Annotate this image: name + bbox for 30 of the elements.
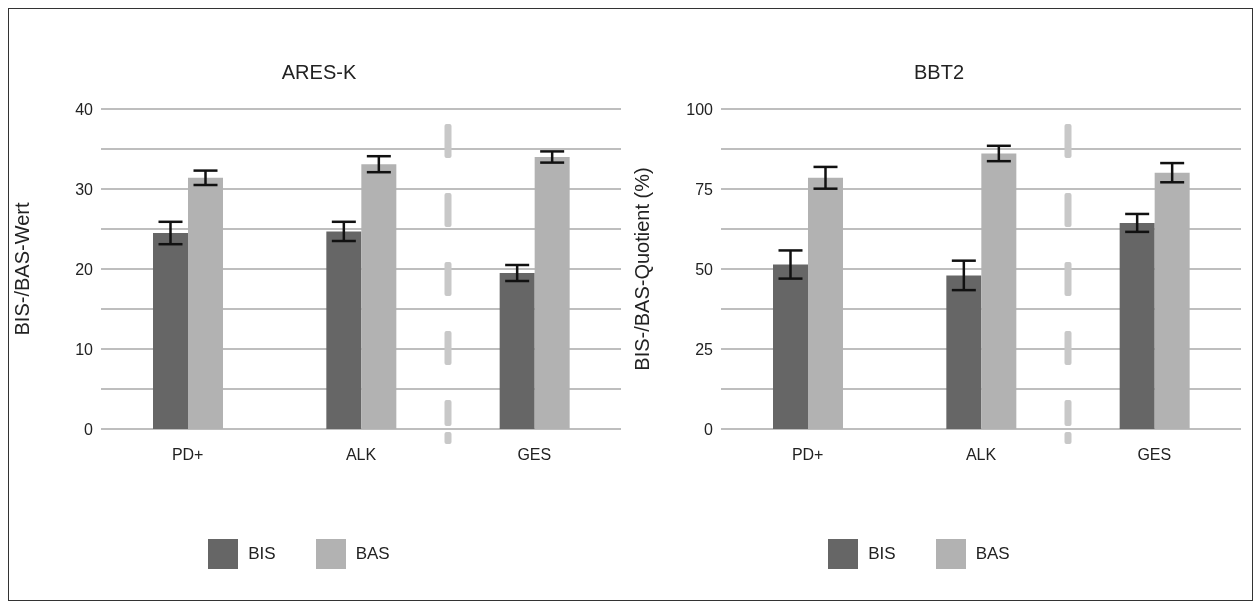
bar (773, 264, 808, 429)
bar (1119, 222, 1155, 429)
chart-title: BBT2 (913, 61, 965, 84)
x-tick-label: GES (1137, 446, 1172, 464)
legend-label: BAS (355, 544, 390, 564)
bar (326, 231, 362, 429)
y-tick-label: 0 (704, 420, 714, 438)
y-axis-title: BIS-/BAS-Quotient (%) (631, 167, 654, 371)
y-tick-label: 100 (686, 100, 714, 118)
y-tick-label: 50 (695, 260, 714, 278)
y-tick-label: 20 (75, 260, 94, 278)
y-tick-label: 0 (84, 420, 94, 438)
legend-label: BAS (975, 544, 1010, 564)
bar (946, 275, 982, 429)
chart-title: ARES-K (280, 61, 358, 84)
bar (153, 233, 188, 429)
y-tick-label: 30 (75, 180, 94, 198)
y-tick-label: 25 (695, 340, 714, 358)
x-tick-label: GES (517, 446, 552, 464)
legend-label: BIS (248, 544, 276, 564)
x-tick-label: ALK (965, 446, 997, 464)
y-axis-title: BIS-/BAS-Wert (11, 202, 34, 336)
x-tick-label: PD+ (171, 446, 204, 464)
y-tick-label: 75 (695, 180, 714, 198)
y-tick-label: 40 (75, 100, 94, 118)
legend-label: BIS (868, 544, 896, 564)
bar (499, 273, 535, 429)
x-tick-label: ALK (345, 446, 377, 464)
x-tick-label: PD+ (791, 446, 824, 464)
y-tick-label: 10 (75, 340, 94, 358)
